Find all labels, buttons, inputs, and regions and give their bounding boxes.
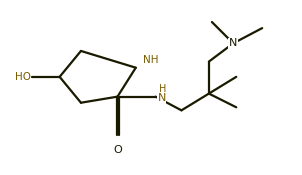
Text: O: O — [113, 145, 122, 155]
Text: N: N — [229, 38, 237, 48]
Text: NH: NH — [143, 55, 159, 65]
Text: N: N — [157, 93, 166, 103]
Text: H: H — [159, 84, 167, 94]
Text: HO: HO — [15, 72, 31, 82]
